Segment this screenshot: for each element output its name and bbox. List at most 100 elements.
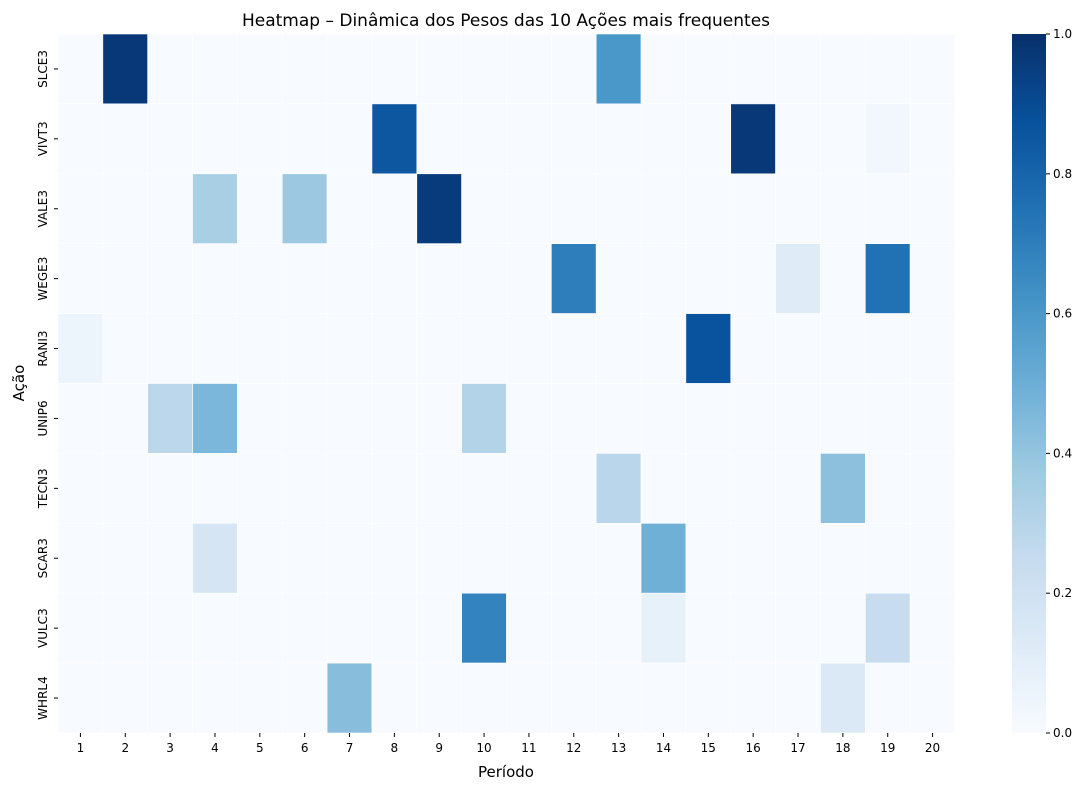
heatmap-cell (371, 173, 418, 245)
heatmap-cell (147, 383, 193, 454)
chart-title: Heatmap – Dinâmica dos Pesos das 10 Açõe… (242, 11, 770, 31)
heatmap-cell (416, 313, 462, 384)
heatmap-cell (326, 453, 373, 524)
heatmap-cell (909, 313, 956, 384)
heatmap-cell (102, 243, 148, 314)
heatmap-cell (371, 662, 418, 734)
heatmap-cell (147, 33, 193, 105)
x-tick-label: 16 (746, 741, 761, 755)
heatmap-cell (685, 522, 732, 594)
y-tick-label: UNIP6 (36, 400, 50, 436)
heatmap-cell (820, 522, 866, 594)
heatmap-cell (281, 313, 328, 384)
heatmap-cell (57, 383, 104, 454)
x-tick-label: 3 (166, 741, 174, 755)
heatmap-cell (864, 313, 911, 384)
heatmap-cell (147, 662, 193, 734)
heatmap-cell (685, 103, 732, 175)
heatmap-cell (147, 313, 193, 384)
heatmap-cell (192, 662, 238, 734)
heatmap-cell (57, 173, 104, 245)
heatmap-cell (281, 103, 328, 175)
heatmap-cell (371, 453, 418, 524)
heatmap-cell (237, 383, 283, 454)
x-tick-label: 18 (835, 741, 850, 755)
heatmap-cell (730, 243, 776, 314)
heatmap-cell (864, 592, 911, 664)
heatmap-cell (102, 103, 148, 175)
heatmap-cell (595, 173, 642, 245)
heatmap-cell (281, 243, 328, 314)
heatmap-cell (595, 522, 642, 594)
heatmap-cell (730, 33, 776, 105)
heatmap-cell (640, 662, 687, 734)
heatmap-cell (685, 313, 732, 384)
y-tick-label: SCAR3 (36, 538, 50, 578)
heatmap-cell (57, 453, 104, 524)
heatmap-cell (909, 522, 956, 594)
heatmap-cell (820, 592, 866, 664)
heatmap-cell (416, 103, 462, 175)
colorbar-tick-label: 0.4 (1053, 446, 1072, 460)
heatmap-cell (595, 662, 642, 734)
heatmap-cell (775, 592, 821, 664)
heatmap-cell (102, 592, 148, 664)
heatmap-cell (551, 33, 597, 105)
y-tick-label: VALE3 (36, 190, 50, 228)
heatmap-cell (775, 33, 821, 105)
colorbar-tick-label: 0.8 (1053, 167, 1072, 181)
colorbar-tick-label: 0.2 (1053, 586, 1072, 600)
heatmap-cell (461, 453, 507, 524)
heatmap-cell (326, 243, 373, 314)
heatmap-cell (416, 173, 462, 245)
heatmap-cell (57, 243, 104, 314)
y-tick-label: WEGE3 (36, 257, 50, 301)
x-tick-label: 14 (656, 741, 671, 755)
heatmap-cell (685, 662, 732, 734)
heatmap-cell (506, 522, 552, 594)
heatmap-cell (909, 383, 956, 454)
heatmap-cell (192, 173, 238, 245)
heatmap-cell (595, 33, 642, 105)
heatmap-cell (551, 383, 597, 454)
heatmap-cell (640, 592, 687, 664)
x-tick-label: 10 (476, 741, 491, 755)
heatmap-cell (730, 662, 776, 734)
heatmap-cell (595, 313, 642, 384)
heatmap-cell (506, 313, 552, 384)
heatmap-cell (192, 522, 238, 594)
heatmap-cell (416, 662, 462, 734)
heatmap-cell (820, 103, 866, 175)
heatmap-cell (57, 103, 104, 175)
heatmap-cell (147, 103, 193, 175)
heatmap-cell (640, 103, 687, 175)
heatmap-cell (685, 592, 732, 664)
heatmap-cell (640, 313, 687, 384)
heatmap-cell (909, 33, 956, 105)
heatmap-cell (864, 383, 911, 454)
heatmap-cell (595, 592, 642, 664)
heatmap-cell (595, 383, 642, 454)
heatmap-cell (147, 453, 193, 524)
heatmap-cell (730, 592, 776, 664)
heatmap-cell (551, 173, 597, 245)
heatmap-cell (864, 453, 911, 524)
heatmap-cell (551, 522, 597, 594)
heatmap-cell (820, 33, 866, 105)
heatmap-cell (461, 522, 507, 594)
heatmap-cell (551, 453, 597, 524)
colorbar (1012, 34, 1046, 733)
heatmap-cell (57, 33, 104, 105)
heatmap-cell (864, 173, 911, 245)
heatmap-cell (685, 173, 732, 245)
x-tick-label: 20 (925, 741, 940, 755)
heatmap-cell (237, 313, 283, 384)
heatmap-cell (461, 103, 507, 175)
heatmap-cell (775, 103, 821, 175)
x-tick-label: 7 (346, 741, 354, 755)
heatmap-cell (775, 243, 821, 314)
heatmap-cell (326, 173, 373, 245)
heatmap-cell (237, 522, 283, 594)
heatmap-cell (326, 33, 373, 105)
heatmap-cell (775, 383, 821, 454)
